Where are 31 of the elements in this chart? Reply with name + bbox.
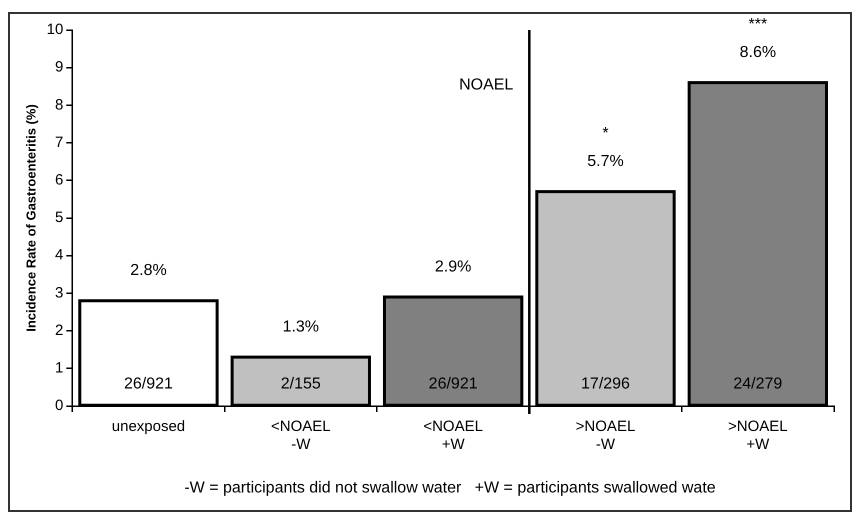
data-label: 5.7%	[587, 153, 624, 170]
y-tick-label: 7	[54, 134, 64, 151]
y-tick-label: 2	[54, 322, 64, 339]
y-tick-label: 8	[54, 96, 64, 114]
annotation: NOAEL	[459, 76, 514, 94]
y-tick-label: 5	[54, 209, 64, 226]
y-tick-label: 6	[54, 172, 64, 189]
annotation: 2/155	[280, 375, 321, 392]
y-tick-label: 10	[46, 21, 64, 38]
annotation: 26/921	[428, 375, 478, 392]
annotation: 17/296	[581, 375, 630, 392]
x-tick-label: >NOAEL -W	[576, 418, 636, 454]
y-tick-label: 0	[54, 397, 64, 414]
y-tick-label: 4	[54, 246, 64, 264]
annotation: 24/279	[733, 375, 782, 392]
x-tick-label: unexposed	[112, 418, 186, 436]
x-tick-label: <NOAEL +W	[423, 418, 483, 454]
y-tick-label: 3	[54, 284, 64, 302]
y-axis-title: Incidence Rate of Gastroenteritis (%)	[23, 104, 38, 332]
y-tick-label: 9	[54, 58, 64, 76]
data-label: 2.8%	[130, 262, 167, 280]
annotation: *	[602, 125, 609, 142]
annotation: ***	[748, 16, 768, 34]
x-tick-label: <NOAEL -W	[270, 418, 331, 454]
data-label: 2.9%	[434, 258, 472, 276]
annotation: 26/921	[124, 375, 174, 392]
data-label: 1.3%	[282, 318, 320, 336]
y-tick-label: 1	[54, 360, 64, 377]
data-label: 8.6%	[740, 44, 776, 62]
x-tick-label: >NOAEL +W	[728, 418, 788, 454]
text: -W = participants did not swallow water +W = participants swallowed wate	[184, 479, 716, 496]
